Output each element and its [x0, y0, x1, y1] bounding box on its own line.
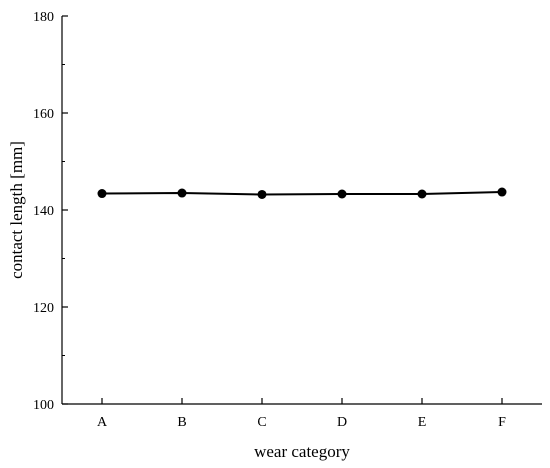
data-point: [97, 189, 107, 199]
series-group: [97, 187, 507, 199]
series-line: [101, 191, 503, 196]
x-axis-title: wear category: [254, 442, 350, 461]
data-point: [337, 189, 347, 199]
y-tick-label: 140: [33, 204, 54, 219]
y-tick-label: 100: [33, 398, 54, 413]
data-point: [417, 189, 427, 199]
x-tick-label: C: [257, 415, 266, 430]
axes: [61, 16, 542, 405]
data-point: [497, 187, 507, 197]
data-point: [257, 189, 267, 199]
y-tick-label: 160: [33, 107, 54, 122]
x-ticks: A B C D E F: [97, 398, 506, 430]
x-tick-label: A: [97, 415, 108, 430]
data-point: [177, 188, 187, 198]
x-tick-label: D: [337, 415, 347, 430]
y-axis-title: contact length [mm]: [7, 141, 26, 279]
y-ticks: 100 120 140 160 180: [33, 10, 68, 413]
x-tick-label: E: [418, 415, 427, 430]
y-tick-label: 120: [33, 301, 54, 316]
x-tick-label: B: [177, 415, 186, 430]
y-tick-label: 180: [33, 10, 54, 25]
x-tick-label: F: [498, 415, 506, 430]
